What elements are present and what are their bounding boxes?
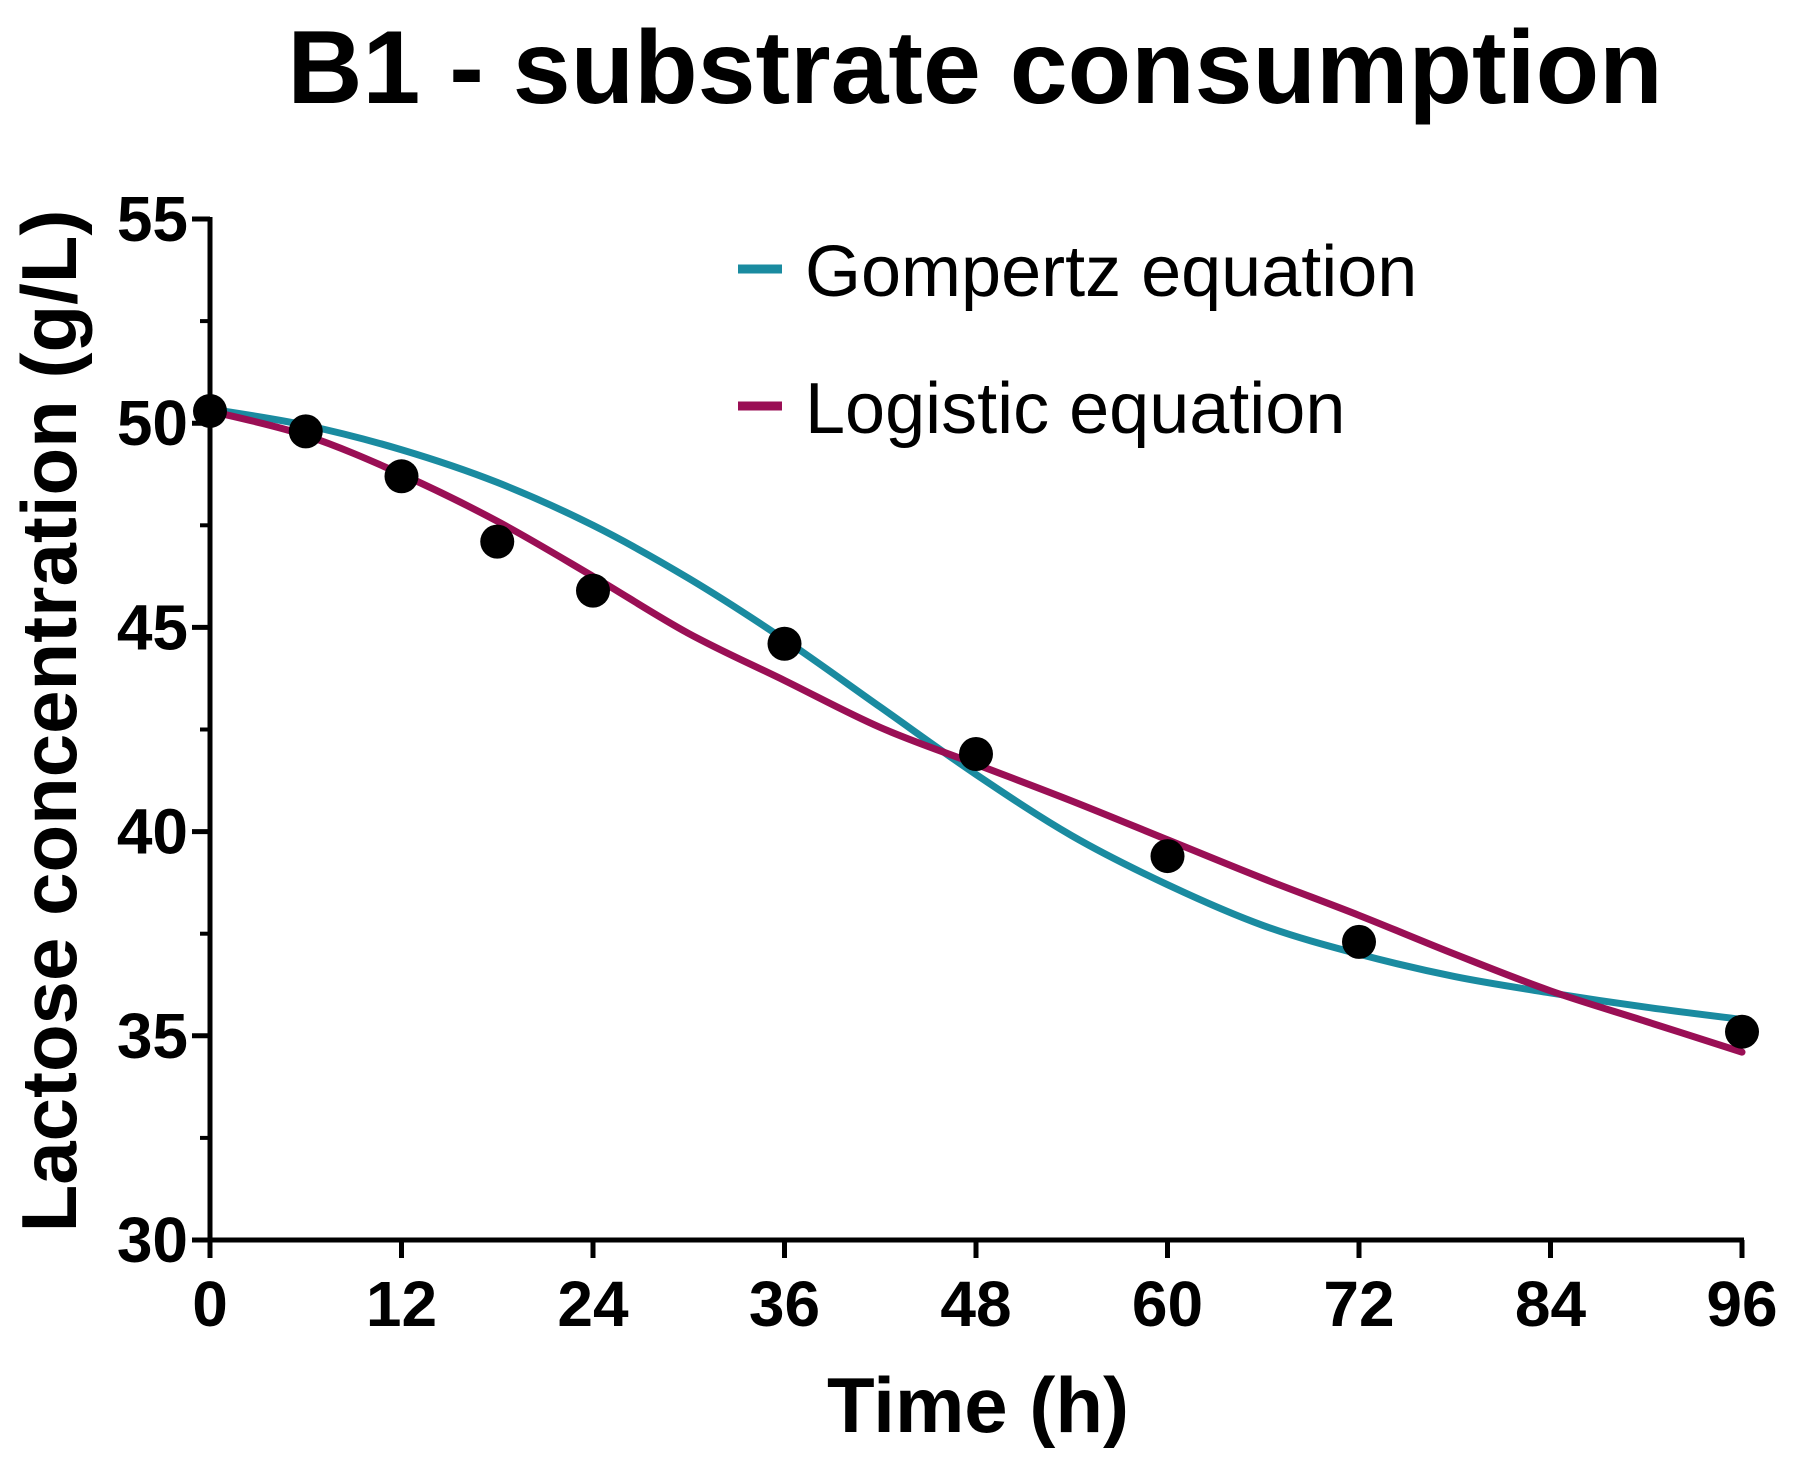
data-point [767, 626, 802, 661]
y-axis: 30 35 40 45 50 55 Lactose concentration (g/L) [5, 183, 213, 1276]
x-tick-label: 0 [192, 1268, 228, 1340]
x-tick-label: 72 [1323, 1268, 1394, 1340]
x-tick-label: 12 [366, 1268, 437, 1340]
legend: Gompertz equation Logistic equation [738, 232, 1417, 449]
y-tick-label: 35 [117, 1000, 188, 1072]
x-tick-label: 36 [749, 1268, 820, 1340]
y-axis-title: Lactose concentration (g/L) [5, 210, 93, 1233]
data-point [384, 459, 419, 494]
data-point [1342, 924, 1376, 959]
y-tick-label: 40 [117, 796, 188, 868]
y-tick-label: 45 [117, 591, 188, 663]
x-axis: 0 12 24 36 48 60 72 84 96 Time (h) [192, 1237, 1778, 1449]
x-tick-label: 48 [940, 1268, 1011, 1340]
series-layer [206, 405, 1746, 1056]
data-point [576, 573, 610, 608]
x-tick-label: 60 [1132, 1268, 1203, 1340]
logistic-curve [206, 407, 1746, 1056]
x-tick-label: 84 [1515, 1268, 1587, 1340]
chart-title: B1 - substrate consumption [287, 10, 1662, 126]
data-point [1150, 839, 1185, 874]
gompertz-curve [206, 405, 1746, 1023]
legend-label-logistic: Logistic equation [805, 369, 1345, 449]
data-point [193, 393, 227, 428]
x-tick-label: 96 [1706, 1268, 1777, 1340]
legend-label-gompertz: Gompertz equation [805, 232, 1417, 312]
data-point [1725, 1014, 1759, 1049]
y-tick-label: 30 [117, 1204, 188, 1276]
data-point [288, 414, 323, 449]
data-points [193, 393, 1759, 1049]
x-axis-title: Time (h) [827, 1361, 1129, 1449]
y-tick-label: 50 [117, 387, 188, 459]
data-point [480, 524, 515, 559]
y-tick-label: 55 [117, 183, 188, 255]
data-point [959, 737, 993, 772]
x-tick-label: 24 [557, 1268, 629, 1340]
